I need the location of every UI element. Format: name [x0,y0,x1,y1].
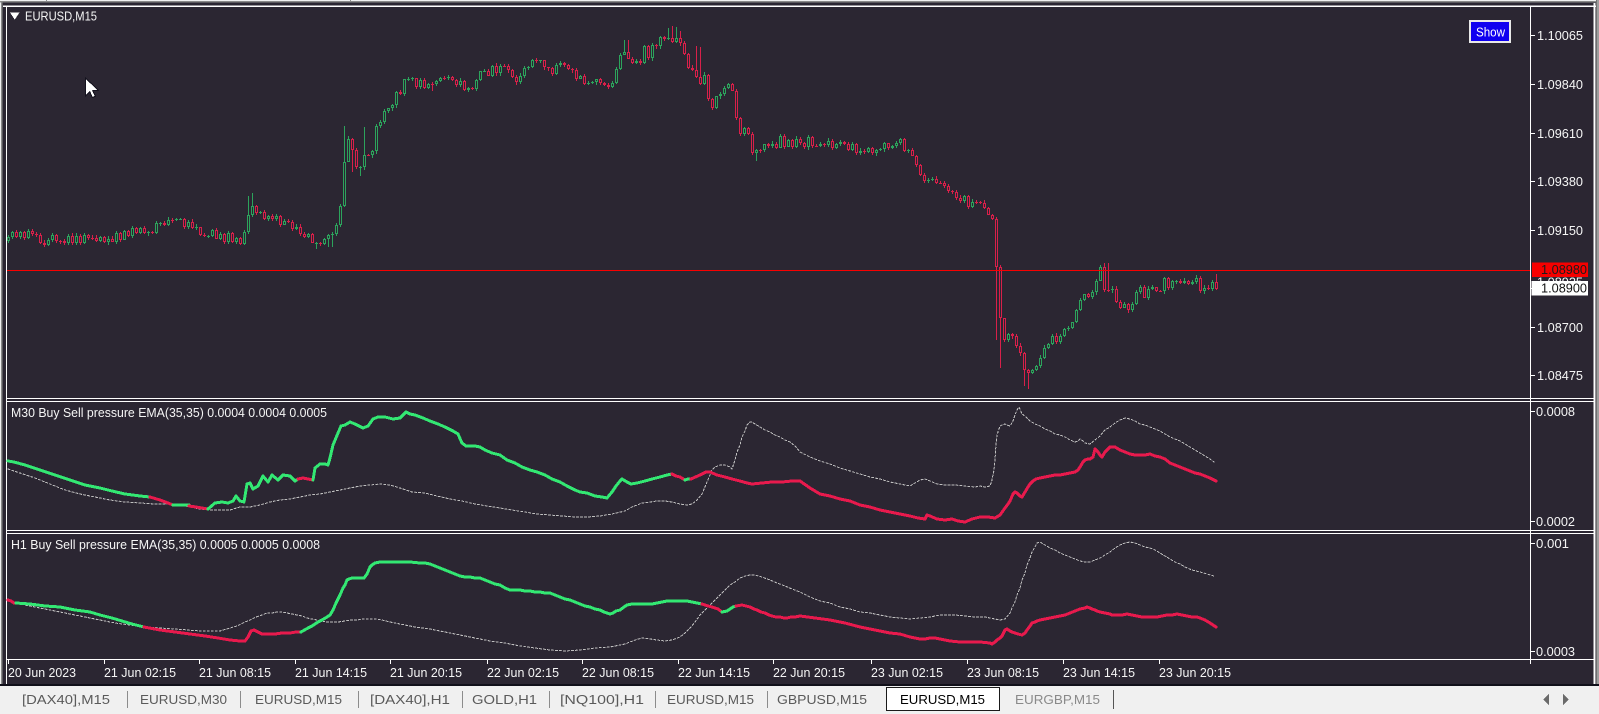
svg-text:1.10065: 1.10065 [1537,29,1583,43]
svg-text:1.08700: 1.08700 [1537,321,1583,335]
svg-text:EURUSD,M15: EURUSD,M15 [667,692,754,707]
svg-text:0.001: 0.001 [1536,537,1569,551]
svg-text:0.0008: 0.0008 [1536,405,1575,419]
svg-text:1.08980: 1.08980 [1541,263,1587,277]
svg-text:23 Jun 02:15: 23 Jun 02:15 [871,666,943,680]
svg-text:0.0003: 0.0003 [1536,645,1575,659]
svg-text:1.09150: 1.09150 [1537,224,1583,238]
svg-text:EURUSD,M15: EURUSD,M15 [25,10,97,24]
svg-text:EURUSD,M30: EURUSD,M30 [140,692,227,707]
svg-text:20 Jun 2023: 20 Jun 2023 [8,666,76,680]
svg-text:22 Jun 14:15: 22 Jun 14:15 [678,666,750,680]
svg-text:[DAX40],M15: [DAX40],M15 [22,692,110,707]
svg-text:GBPUSD,M15: GBPUSD,M15 [777,692,867,707]
svg-text:23 Jun 08:15: 23 Jun 08:15 [967,666,1039,680]
svg-text:1.08475: 1.08475 [1537,369,1583,383]
svg-text:22 Jun 02:15: 22 Jun 02:15 [487,666,559,680]
svg-text:1.09840: 1.09840 [1537,78,1583,92]
svg-text:21 Jun 20:15: 21 Jun 20:15 [390,666,462,680]
svg-text:EURUSD,M15: EURUSD,M15 [900,692,985,707]
svg-text:1.09380: 1.09380 [1537,175,1583,189]
svg-text:1.08900: 1.08900 [1541,282,1587,296]
svg-text:1.09610: 1.09610 [1537,127,1583,141]
svg-text:GOLD,H1: GOLD,H1 [472,692,537,707]
svg-text:H1 Buy Sell pressure EMA(35,35: H1 Buy Sell pressure EMA(35,35) 0.0005 0… [11,538,320,552]
svg-text:EURUSD,M15: EURUSD,M15 [255,692,342,707]
svg-text:Show: Show [1476,26,1506,40]
svg-text:23 Jun 20:15: 23 Jun 20:15 [1159,666,1231,680]
svg-text:M30 Buy Sell pressure EMA(35,3: M30 Buy Sell pressure EMA(35,35) 0.0004 … [11,406,327,420]
svg-text:0.0002: 0.0002 [1536,515,1575,529]
svg-text:22 Jun 08:15: 22 Jun 08:15 [582,666,654,680]
svg-text:21 Jun 14:15: 21 Jun 14:15 [295,666,367,680]
svg-text:EURGBP,M15: EURGBP,M15 [1015,692,1100,707]
svg-text:[DAX40],H1: [DAX40],H1 [370,692,450,707]
svg-text:21 Jun 08:15: 21 Jun 08:15 [199,666,271,680]
svg-text:23 Jun 14:15: 23 Jun 14:15 [1063,666,1135,680]
svg-text:[NQ100],H1: [NQ100],H1 [560,692,644,707]
svg-text:22 Jun 20:15: 22 Jun 20:15 [773,666,845,680]
svg-text:21 Jun 02:15: 21 Jun 02:15 [104,666,176,680]
